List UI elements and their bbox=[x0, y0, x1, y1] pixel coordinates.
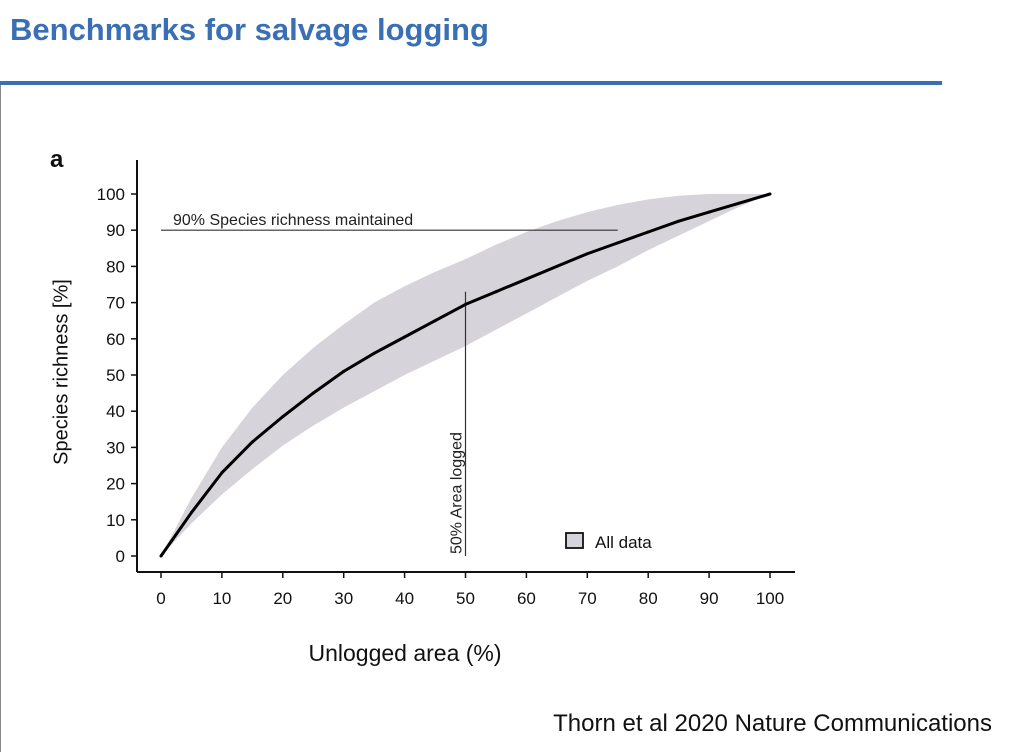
data-point bbox=[555, 264, 559, 268]
legend-swatch bbox=[565, 532, 584, 549]
x-tick-label: 60 bbox=[517, 589, 536, 608]
title-rule bbox=[0, 81, 942, 85]
data-point bbox=[494, 290, 498, 294]
data-point bbox=[524, 277, 528, 281]
y-tick-label: 60 bbox=[106, 330, 125, 349]
y-tick-label: 90 bbox=[106, 221, 125, 240]
x-tick-label: 0 bbox=[156, 589, 165, 608]
x-tick-label: 50 bbox=[456, 589, 475, 608]
x-tick-label: 10 bbox=[212, 589, 231, 608]
data-point bbox=[403, 335, 407, 339]
x-tick-label: 30 bbox=[334, 589, 353, 608]
citation: Thorn et al 2020 Nature Communications bbox=[553, 710, 992, 737]
data-point bbox=[585, 252, 589, 256]
y-tick-label: 80 bbox=[106, 257, 125, 276]
y-tick-label: 50 bbox=[106, 366, 125, 385]
panel-label: a bbox=[50, 146, 64, 173]
data-point bbox=[433, 319, 437, 323]
data-point bbox=[464, 302, 467, 306]
data-point bbox=[189, 511, 193, 515]
x-tick-label: 70 bbox=[578, 589, 597, 608]
x-tick-label: 90 bbox=[700, 589, 719, 608]
data-point bbox=[616, 241, 620, 245]
x-tick-label: 20 bbox=[273, 589, 292, 608]
x-tick-label: 40 bbox=[395, 589, 414, 608]
data-point bbox=[220, 471, 224, 475]
y-tick-label: 100 bbox=[97, 185, 125, 204]
y-tick-label: 0 bbox=[116, 547, 125, 566]
data-point bbox=[707, 210, 711, 214]
data-point bbox=[342, 369, 346, 373]
data-point bbox=[281, 415, 285, 419]
legend-label: All data bbox=[595, 533, 652, 552]
x-axis-label: Unlogged area (%) bbox=[308, 640, 502, 666]
data-point bbox=[646, 230, 650, 234]
data-point bbox=[768, 192, 772, 196]
data-point bbox=[311, 391, 315, 395]
data-point bbox=[372, 351, 376, 355]
richness-90-label: 90% Species richness maintained bbox=[173, 212, 413, 229]
data-point bbox=[738, 201, 742, 205]
y-tick-label: 40 bbox=[106, 402, 125, 421]
x-tick-label: 100 bbox=[756, 589, 784, 608]
x-tick-label: 80 bbox=[639, 589, 658, 608]
slide-title: Benchmarks for salvage logging bbox=[10, 12, 489, 47]
area-50-label: 50% Area logged bbox=[449, 432, 466, 554]
slide-left-border bbox=[0, 85, 1, 752]
data-point bbox=[159, 554, 163, 558]
data-point bbox=[677, 219, 681, 223]
y-tick-label: 20 bbox=[106, 475, 125, 494]
data-point bbox=[250, 440, 254, 444]
y-tick-label: 30 bbox=[106, 438, 125, 457]
y-tick-label: 70 bbox=[106, 294, 125, 313]
confidence-band bbox=[161, 194, 770, 556]
y-tick-label: 10 bbox=[106, 511, 125, 530]
